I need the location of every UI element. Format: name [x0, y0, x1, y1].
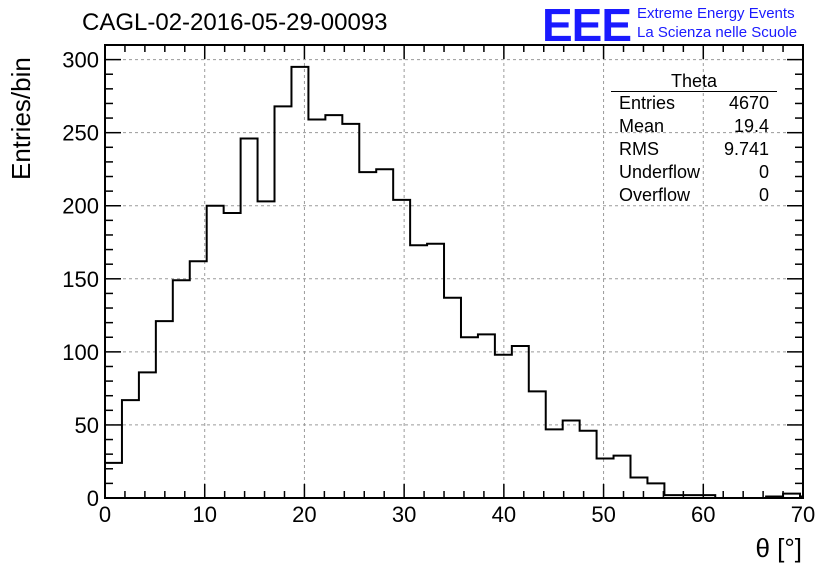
histogram-bin [580, 431, 597, 498]
y-tick-label: 0 [87, 486, 99, 511]
histogram-bin [444, 298, 461, 498]
histogram-bin [597, 459, 614, 498]
stats-label: RMS [619, 139, 659, 159]
histogram-bin [275, 106, 292, 498]
y-tick-label: 50 [75, 413, 99, 438]
histogram-bin [325, 115, 342, 498]
histogram-bin [546, 429, 563, 498]
x-tick-label: 40 [492, 502, 516, 527]
stats-row-rms: RMS 9.741 [611, 138, 777, 161]
stats-label: Entries [619, 93, 676, 113]
histogram-bin [291, 67, 308, 498]
axes [104, 44, 804, 499]
y-tick-label: 300 [62, 48, 99, 73]
stats-row-mean: Mean 19.4 [611, 115, 777, 138]
y-axis-label: Entries/bin [6, 57, 36, 180]
histogram-bin [224, 213, 241, 498]
histogram-bin [190, 261, 207, 498]
histogram-bin [376, 169, 393, 498]
x-tick-label: 20 [292, 502, 316, 527]
x-tick-label: 50 [591, 502, 615, 527]
x-tick-label: 30 [392, 502, 416, 527]
eee-logo: EEE [542, 0, 632, 51]
stats-value: 0 [758, 185, 769, 205]
y-tick-label: 200 [62, 194, 99, 219]
histogram-bin [529, 391, 546, 498]
y-tick-label: 100 [62, 340, 99, 365]
histogram-bin [308, 120, 325, 498]
histogram-bin [241, 139, 258, 498]
logo-caption: Extreme Energy Events La Scienza nelle S… [637, 4, 797, 42]
histogram-bin [478, 334, 495, 498]
histogram-bin [461, 337, 478, 498]
histogram-bin [258, 201, 275, 498]
histogram-bin [393, 200, 410, 498]
x-tick-label: 10 [192, 502, 216, 527]
plot-frame [104, 44, 804, 499]
logo-caption-line1: Extreme Energy Events [637, 5, 795, 22]
histogram-outline [105, 65, 803, 499]
histogram-bin [563, 421, 580, 498]
x-tick-label: 60 [691, 502, 715, 527]
y-tick-label: 250 [62, 121, 99, 146]
stats-row-entries: Entries 4670 [611, 92, 777, 115]
histogram-bin [156, 321, 173, 498]
x-tick-label: 70 [791, 502, 815, 527]
histogram-bin [427, 244, 444, 498]
stats-label: Underflow [619, 162, 701, 182]
logo-caption-line2: La Scienza nelle Scuole [637, 24, 798, 41]
histogram-bin [630, 478, 647, 498]
stats-value: 19.4 [733, 116, 769, 136]
stats-label: Mean [619, 116, 665, 136]
stats-value: 0 [758, 162, 769, 182]
histogram-bin [359, 172, 376, 498]
histogram-bin [122, 400, 139, 498]
stats-title: Theta [611, 72, 777, 92]
histogram-bin [614, 456, 631, 498]
stats-label: Overflow [619, 185, 691, 205]
histogram-bin [512, 346, 529, 498]
stats-box: Theta Entries 4670 Mean 19.4 RMS 9.741 U… [611, 72, 777, 207]
histogram-bin [647, 483, 664, 498]
histogram-bin [139, 372, 156, 498]
histogram-bin [410, 245, 427, 498]
chart-title: CAGL-02-2016-05-29-00093 [82, 9, 388, 36]
stats-row-overflow: Overflow 0 [611, 184, 777, 207]
histogram-bin [173, 280, 190, 498]
histogram-bin [342, 124, 359, 498]
tick-labels: 0 10 20 30 40 50 60 70 0 50 100 150 200 250 300 [62, 48, 815, 527]
x-tick-label: 0 [99, 502, 111, 527]
stats-row-underflow: Underflow 0 [611, 161, 777, 184]
x-axis-label: θ [°] [755, 533, 802, 563]
stats-value: 4670 [728, 93, 769, 113]
stats-value: 9.741 [723, 139, 769, 159]
y-tick-label: 150 [62, 267, 99, 292]
